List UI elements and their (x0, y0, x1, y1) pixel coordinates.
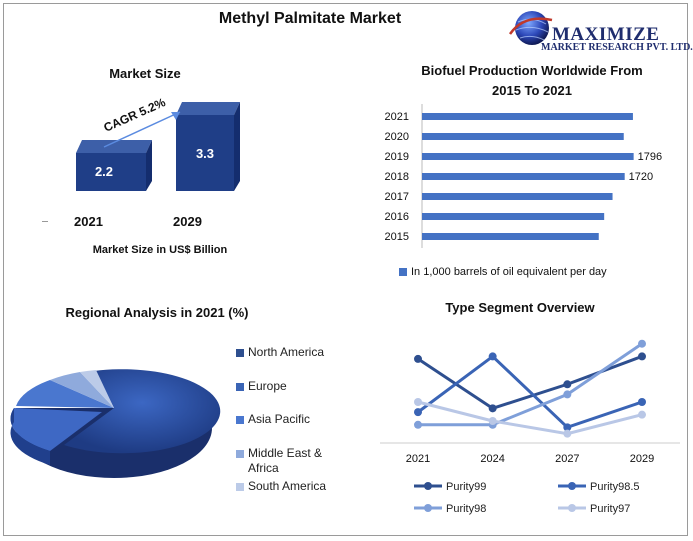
market-size-chart: 2.2 3.3 CAGR 5.2% (76, 95, 240, 191)
biofuel-tick-label: 2020 (385, 131, 409, 143)
bar-2021 (76, 140, 152, 191)
regional-legend-swatch (236, 450, 244, 458)
type-segment-title: Type Segment Overview (445, 300, 595, 315)
pie-slice-north-america (64, 369, 221, 454)
biofuel-bar (422, 233, 599, 240)
type-legend-label: Purity99 (446, 481, 486, 493)
cagr-label: CAGR 5.2% (102, 95, 168, 135)
logo-brand: MAXIMIZE (552, 24, 660, 45)
series-line (417, 354, 643, 430)
series-point (414, 354, 422, 363)
series-point (488, 352, 497, 361)
type-legend-marker (424, 504, 432, 512)
regional-legend-label: North America (248, 345, 325, 359)
pie-slice-europe (10, 408, 102, 451)
regional-legend-label: Middle East & Africa (248, 446, 323, 475)
series-point (638, 352, 646, 361)
series-point (638, 410, 646, 419)
series-line (418, 342, 643, 427)
series-point (563, 380, 572, 389)
pie-slice-middle-east-africa (50, 372, 114, 408)
series-point (414, 408, 422, 417)
biofuel-tick-label: 2021 (385, 111, 409, 123)
biofuel-title-line2: 2015 To 2021 (492, 83, 572, 98)
biofuel-legend-label: In 1,000 barrels of oil equivalent per d… (411, 266, 607, 278)
biofuel-data-label: 1720 (629, 171, 653, 183)
series-point (414, 398, 422, 406)
year-label-2021: 2021 (74, 214, 103, 229)
year-label-2029: 2029 (173, 214, 202, 229)
type-tick-label: 2024 (480, 453, 504, 465)
type-tick-label: 2027 (555, 453, 579, 465)
series-line (417, 354, 643, 410)
biofuel-tick-label: 2015 (385, 231, 409, 243)
regional-legend-label: South America (248, 479, 327, 493)
series-point (563, 423, 572, 432)
biofuel-legend-swatch (399, 268, 407, 276)
biofuel-data-label: 1796 (638, 151, 662, 163)
regional-pie-chart (10, 369, 221, 478)
type-legend-label: Purity98 (446, 503, 486, 515)
page-title: Methyl Palmitate Market (218, 10, 402, 27)
axis-tick (42, 221, 48, 222)
biofuel-tick-label: 2017 (385, 191, 409, 203)
type-legend-label: Purity98.5 (590, 481, 640, 493)
biofuel-title-line1: Biofuel Production Worldwide From (421, 63, 643, 78)
bar-value-2021: 2.2 (95, 164, 113, 179)
regional-legend-label: Europe (248, 379, 287, 393)
type-legend-marker (568, 504, 576, 512)
series-point (638, 339, 646, 348)
type-tick-label: 2029 (630, 453, 654, 465)
type-legend-marker (424, 482, 432, 490)
market-size-title: Market Size (109, 66, 181, 81)
pie-slice-asia-pacific (16, 380, 114, 408)
biofuel-bar (422, 113, 633, 120)
biofuel-bar (422, 173, 625, 180)
regional-legend-swatch (236, 349, 244, 357)
type-legend-marker (568, 482, 576, 490)
biofuel-bar (422, 213, 605, 220)
biofuel-chart: 2021 2020 2019 1796 2018 1720 2017 2016 2015 (385, 104, 662, 248)
series-line (417, 400, 643, 436)
series-point (563, 390, 572, 399)
biofuel-tick-label: 2018 (385, 171, 409, 183)
brand-logo: MAXIMIZE MARKET RESEARCH PVT. LTD. (508, 8, 693, 58)
series-point (414, 420, 422, 429)
biofuel-bar (422, 193, 613, 200)
series-point (488, 417, 497, 425)
cagr-arrow (103, 111, 181, 148)
regional-legend-swatch (236, 416, 244, 424)
regional-title: Regional Analysis in 2021 (%) (65, 305, 249, 320)
type-segment-chart: 2021 2024 2027 2029 Purity99 Purity98.5 Purity… (380, 339, 680, 515)
logo-subtitle: MARKET RESEARCH PVT. LTD. (541, 42, 693, 53)
type-legend-label: Purity97 (590, 503, 630, 515)
biofuel-bar (422, 133, 624, 140)
biofuel-bar (422, 153, 634, 160)
pie-slice-europe-side (10, 408, 50, 465)
biofuel-tick-label: 2016 (385, 211, 409, 223)
regional-legend-swatch (236, 383, 244, 391)
globe-icon (508, 11, 553, 45)
cagr-arrow-head (171, 112, 180, 120)
market-size-caption: Market Size in US$ Billion (92, 244, 228, 256)
series-point (488, 404, 497, 413)
series-point (638, 398, 646, 406)
infographic-frame (3, 3, 688, 536)
bar-value-2029: 3.3 (196, 146, 214, 161)
pie-slice-south-america (80, 370, 114, 408)
regional-legend-label: Asia Pacific (248, 412, 311, 426)
type-tick-label: 2021 (406, 453, 430, 465)
bar-2029 (176, 102, 240, 191)
regional-legend-swatch (236, 483, 244, 491)
biofuel-tick-label: 2019 (385, 151, 409, 163)
series-point (563, 429, 572, 438)
